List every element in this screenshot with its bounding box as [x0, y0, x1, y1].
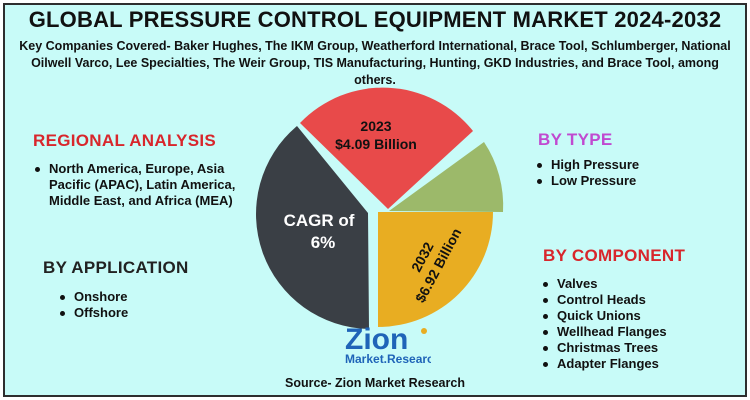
slice-2023-value: $4.09 Billion — [335, 136, 417, 152]
application-list: Onshore Offshore — [58, 289, 128, 321]
regional-item: North America, Europe, Asia Pacific (APA… — [33, 161, 248, 209]
component-list: Valves Control Heads Quick Unions Wellhe… — [541, 276, 667, 372]
pie-slice-green — [389, 142, 504, 212]
svg-text:Zion: Zion — [345, 323, 408, 356]
application-item-onshore: Onshore — [58, 289, 128, 305]
component-item-christmas-trees: Christmas Trees — [541, 340, 667, 356]
by-application-heading: BY APPLICATION — [43, 258, 189, 277]
page-title: GLOBAL PRESSURE CONTROL EQUIPMENT MARKET… — [28, 7, 722, 32]
type-item-low-pressure: Low Pressure — [535, 173, 639, 189]
infographic-frame — [3, 3, 747, 397]
type-item-high-pressure: High Pressure — [535, 157, 639, 173]
svg-text:Market.Research.: Market.Research. — [345, 352, 431, 366]
by-component-heading: BY COMPONENT — [543, 246, 686, 265]
pie-slice-2032 — [378, 212, 493, 327]
component-item-wellhead-flanges: Wellhead Flanges — [541, 324, 667, 340]
type-list: High Pressure Low Pressure — [535, 157, 639, 189]
by-type-heading: BY TYPE — [538, 130, 613, 149]
source-credit: Source- Zion Market Research — [285, 376, 465, 390]
slice-cagr-line2: 6% — [311, 233, 336, 252]
regional-analysis-heading: REGIONAL ANALYSIS — [33, 131, 217, 150]
pie-slice-cagr — [256, 126, 369, 329]
component-item-adapter-flanges: Adapter Flanges — [541, 356, 667, 372]
regional-list: North America, Europe, Asia Pacific (APA… — [33, 161, 248, 209]
component-item-valves: Valves — [541, 276, 667, 292]
key-companies-text: Key Companies Covered- Baker Hughes, The… — [19, 39, 731, 87]
slice-cagr-line1: CAGR of — [284, 211, 355, 230]
zion-market-research-logo: Zion Market.Research. — [345, 323, 431, 366]
application-item-offshore: Offshore — [58, 305, 128, 321]
slice-2023-year: 2023 — [360, 118, 391, 134]
pie-slice-2023 — [300, 87, 473, 209]
component-item-control-heads: Control Heads — [541, 292, 667, 308]
component-item-quick-unions: Quick Unions — [541, 308, 667, 324]
